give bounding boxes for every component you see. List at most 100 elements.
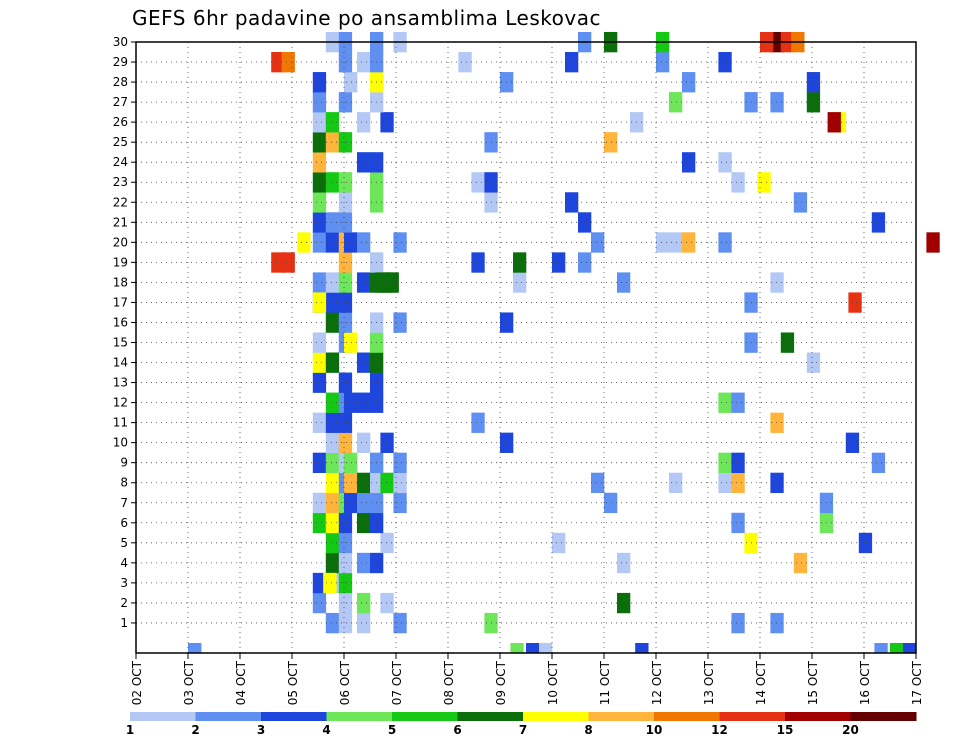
precip-cell [344, 72, 358, 93]
y-tick-label: 5 [120, 536, 128, 550]
precip-cell [312, 512, 327, 534]
y-tick-label: 17 [113, 295, 128, 309]
precip-cell [338, 532, 353, 554]
precip-cell [471, 252, 485, 273]
precip-cell [312, 292, 327, 313]
precip-cell [325, 272, 340, 293]
precip-cell [344, 332, 358, 353]
legend-swatch [654, 712, 720, 721]
y-tick-label: 24 [113, 155, 128, 169]
precip-cell [731, 172, 745, 193]
precip-cell [312, 272, 327, 293]
precip-cell [338, 132, 353, 153]
legend-label: 15 [777, 723, 794, 737]
y-tick-label: 29 [113, 55, 128, 69]
legend-swatch [785, 712, 851, 721]
x-tick-label: 05 OCT [286, 660, 300, 705]
precip-cell [718, 232, 732, 253]
precip-cell [338, 512, 353, 534]
precip-cell [271, 52, 285, 73]
precip-cell [357, 552, 371, 574]
precip-cell [357, 472, 371, 494]
x-tick-label: 03 OCT [182, 660, 196, 705]
precip-cell [188, 642, 202, 653]
precip-cell [344, 492, 358, 514]
legend-label: 8 [584, 723, 592, 737]
precip-cell [731, 472, 745, 494]
precip-cell [312, 332, 327, 353]
precip-cell [325, 312, 340, 333]
precip-cell [591, 232, 605, 253]
precip-cell [385, 272, 399, 293]
precip-cell [578, 212, 592, 233]
precip-cell [325, 292, 340, 313]
precip-cell [338, 252, 353, 273]
precip-cell [325, 492, 340, 514]
y-tick-label: 3 [120, 576, 128, 590]
x-tick-label: 04 OCT [234, 660, 248, 705]
y-tick-label: 12 [113, 396, 128, 410]
precip-cell [845, 432, 860, 453]
y-tick-label: 8 [120, 476, 128, 490]
precip-cell [357, 52, 371, 73]
y-tick-label: 20 [113, 235, 128, 249]
precip-cell [806, 72, 821, 93]
y-tick-label: 19 [113, 255, 128, 269]
precip-cell [338, 432, 353, 453]
precip-cell [471, 412, 485, 433]
grid-layer [136, 41, 916, 653]
precip-cell [393, 492, 407, 514]
precip-cell [393, 312, 407, 333]
legend-label: 6 [453, 723, 461, 737]
precip-cell [325, 452, 340, 474]
y-tick-label: 2 [120, 596, 128, 610]
precip-cell [312, 152, 327, 173]
y-tick-label: 27 [113, 95, 128, 109]
x-tick-label: 12 OCT [650, 660, 664, 705]
precip-cell [338, 192, 353, 213]
precip-cell [325, 112, 340, 133]
y-tick-label: 30 [113, 35, 128, 49]
precip-cell [323, 572, 337, 594]
precip-cell [513, 272, 527, 293]
precip-cell [770, 472, 784, 494]
legend-swatch [392, 712, 458, 721]
precip-cell [770, 272, 784, 293]
precip-cell [458, 52, 472, 73]
legend-swatch [523, 712, 589, 721]
precip-cell [325, 212, 340, 233]
precip-cell [793, 552, 808, 574]
legend-swatch [261, 712, 327, 721]
precip-cell [380, 472, 394, 494]
precip-cell [357, 592, 371, 614]
precip-cell [890, 642, 904, 653]
precip-cell [718, 472, 732, 494]
precip-cell [827, 112, 841, 133]
precip-cell [281, 252, 295, 273]
legend-label: 12 [711, 723, 728, 737]
precip-cell [669, 92, 683, 113]
precip-cell [338, 372, 353, 393]
precip-cell [325, 432, 340, 453]
precip-cell [380, 112, 394, 133]
y-tick-label: 22 [113, 195, 128, 209]
precip-cell [325, 552, 340, 574]
precip-cell [312, 372, 327, 393]
precip-cell [471, 172, 485, 193]
legend-label: 3 [257, 723, 265, 737]
precip-cell [871, 212, 886, 233]
y-tick-label: 1 [120, 616, 128, 630]
precip-cell [312, 172, 327, 193]
precip-cell [338, 212, 353, 233]
precip-cell [344, 472, 358, 494]
y-tick-label: 7 [120, 496, 128, 510]
precip-cell [312, 72, 327, 93]
precip-cell [357, 392, 371, 413]
precip-cell [526, 642, 540, 653]
precip-cell [312, 572, 327, 594]
precip-cell [297, 232, 311, 253]
precip-cell [780, 332, 795, 353]
precip-cell [731, 612, 745, 634]
precip-cell [312, 352, 327, 373]
y-tick-label: 14 [113, 356, 128, 370]
